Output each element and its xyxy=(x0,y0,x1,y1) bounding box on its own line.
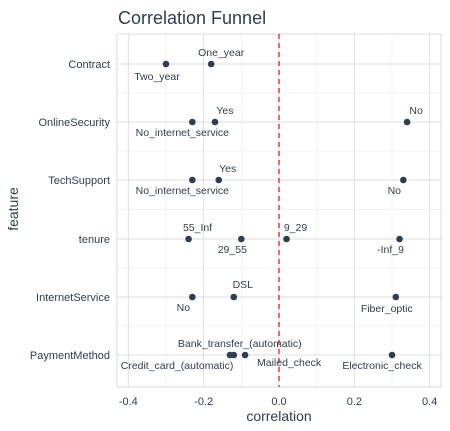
chart-title: Correlation Funnel xyxy=(118,8,266,28)
point-label: Credit_card_(automatic) xyxy=(121,360,234,372)
point-label: -Inf_9 xyxy=(377,244,404,256)
y-tick-label: TechSupport xyxy=(48,175,110,187)
y-tick-label: tenure xyxy=(79,234,110,246)
point-label: No_internet_service xyxy=(136,185,230,197)
data-point xyxy=(189,118,196,126)
data-points xyxy=(162,60,411,359)
point-label: Yes xyxy=(219,163,236,175)
data-point xyxy=(283,235,290,243)
point-label: 29_55 xyxy=(218,244,247,256)
x-tick-label: -0.2 xyxy=(194,396,213,408)
point-label: No xyxy=(177,302,191,314)
data-point xyxy=(185,235,192,243)
point-label: No xyxy=(409,105,423,117)
data-point xyxy=(403,118,411,126)
data-point xyxy=(400,176,407,184)
data-point xyxy=(230,293,238,301)
data-point xyxy=(211,118,219,126)
y-tick-label: Contract xyxy=(68,59,110,71)
data-point xyxy=(189,176,196,184)
x-tick-label: 0.2 xyxy=(347,396,362,408)
data-point xyxy=(396,235,403,243)
y-tick-label: InternetService xyxy=(36,292,110,304)
data-point xyxy=(162,60,170,68)
data-point xyxy=(207,60,215,68)
data-point xyxy=(241,351,249,359)
x-tick-label: 0.0 xyxy=(271,396,286,408)
point-label: Electronic_check xyxy=(342,360,422,372)
point-label: Bank_transfer_(automatic) xyxy=(178,338,302,350)
y-tick-label: OnlineSecurity xyxy=(38,117,110,129)
data-point xyxy=(238,235,245,243)
point-label: 9_29 xyxy=(284,222,308,234)
data-point xyxy=(226,351,234,359)
point-label: Yes xyxy=(216,105,233,117)
data-point xyxy=(215,176,223,184)
y-axis-ticks: PaymentMethod InternetService tenure TechSu… xyxy=(30,59,111,362)
y-tick-label: PaymentMethod xyxy=(30,350,110,362)
point-label: No_internet_service xyxy=(136,127,230,139)
point-label: 55_Inf xyxy=(183,222,212,234)
data-point xyxy=(189,293,196,301)
point-label: Fiber_optic xyxy=(361,303,413,315)
x-tick-label: -0.4 xyxy=(119,396,138,408)
point-labels: One_year Two_year Yes No_internet_service No… xyxy=(121,47,423,372)
x-axis-title: correlation xyxy=(246,408,311,424)
point-label: Mailed_check xyxy=(257,357,322,369)
point-label: DSL xyxy=(233,279,254,291)
data-point xyxy=(392,293,400,301)
x-tick-label: 0.4 xyxy=(422,396,437,408)
point-label: No xyxy=(388,185,402,197)
data-point xyxy=(388,351,396,359)
point-label: Two_year xyxy=(134,71,180,83)
y-axis-title: feature xyxy=(5,187,21,231)
point-label: One_year xyxy=(198,47,245,59)
x-axis-ticks: -0.4 -0.2 0.0 0.2 0.4 xyxy=(119,396,438,408)
